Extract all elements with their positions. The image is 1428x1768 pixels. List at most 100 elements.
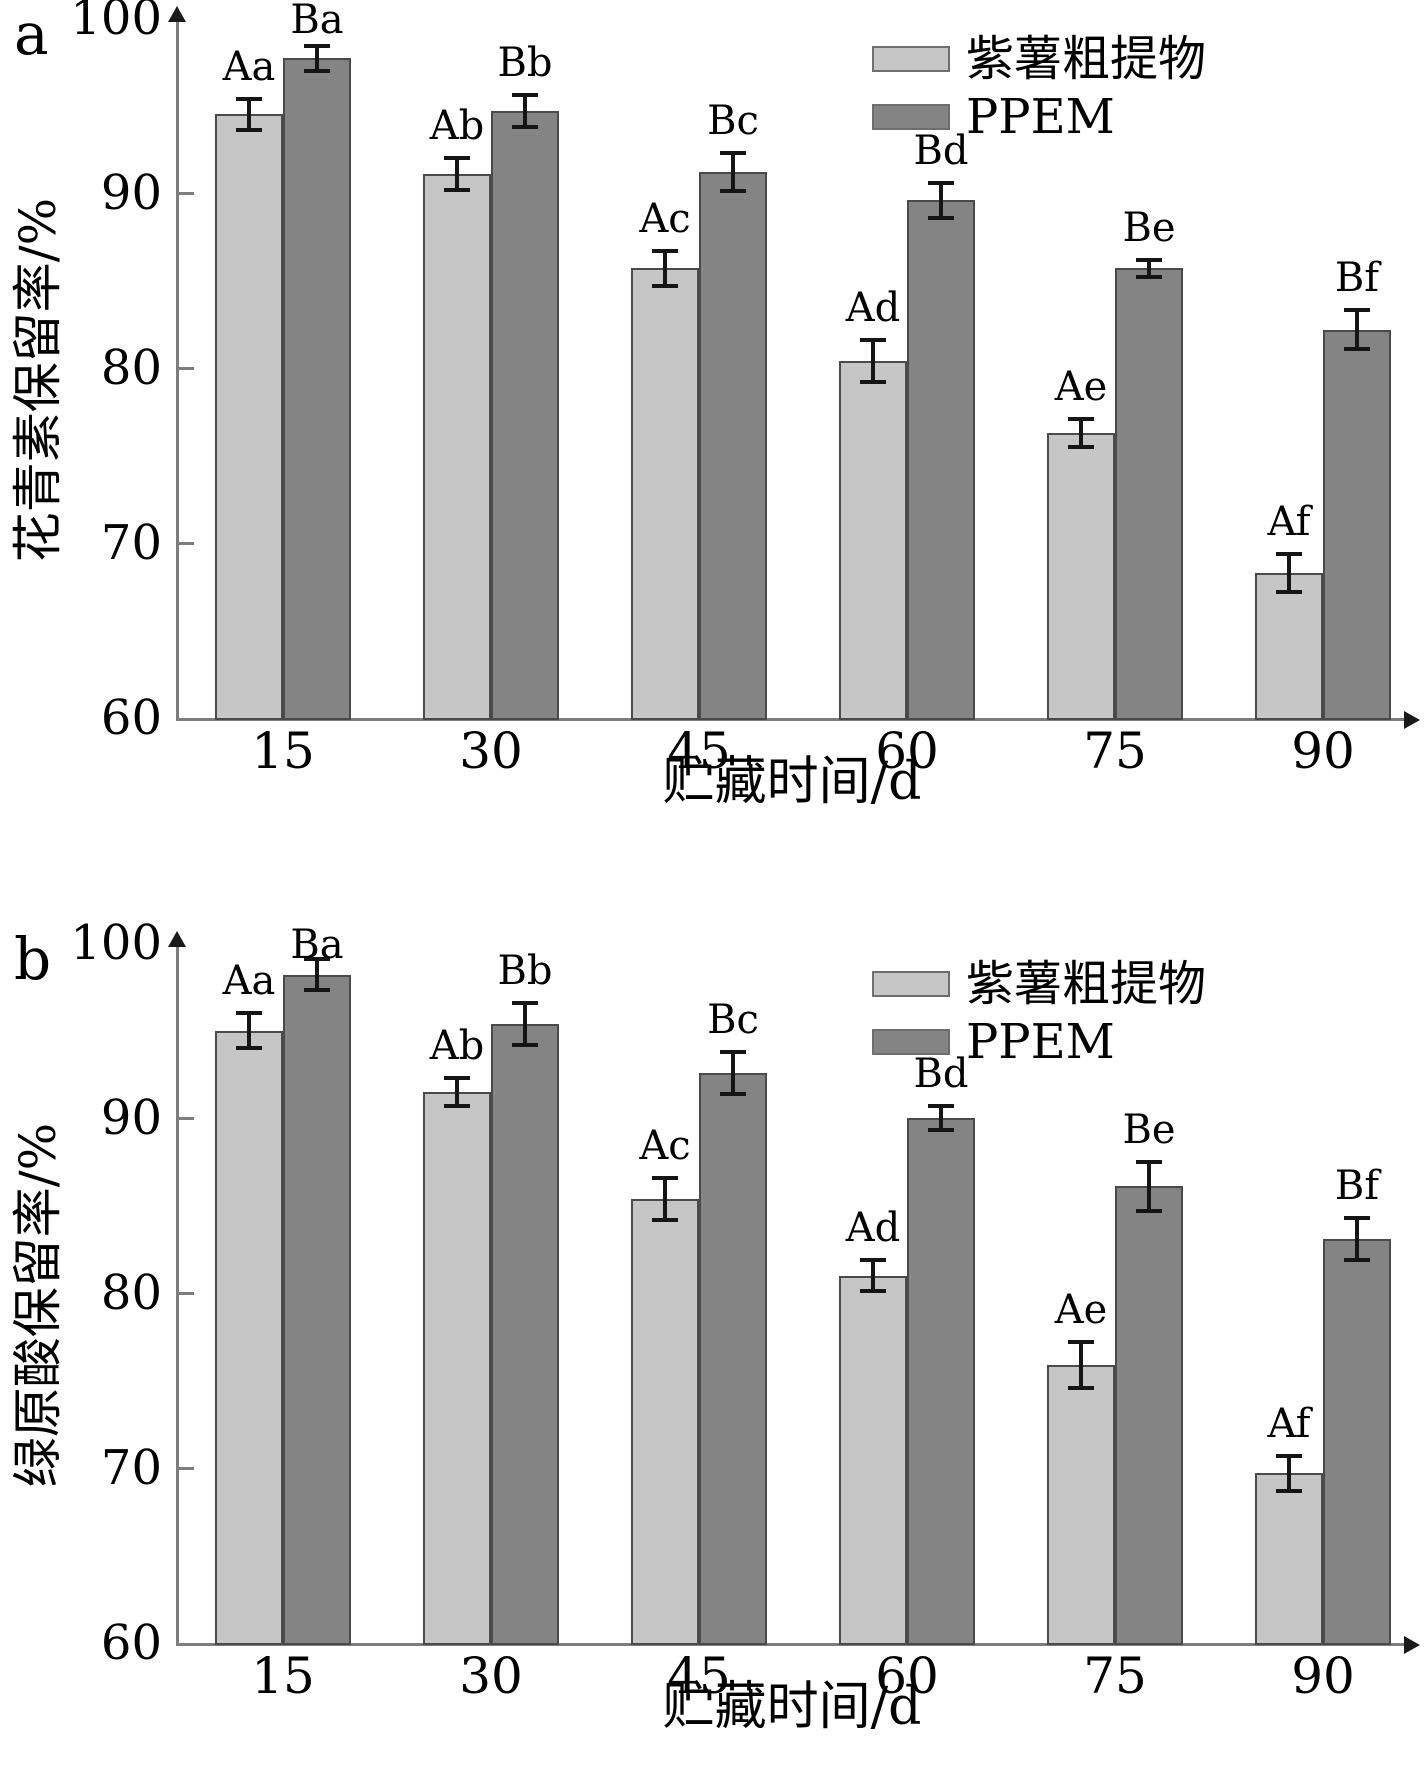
error-bar-cap-top	[304, 956, 330, 961]
error-bar-Aa	[247, 1013, 251, 1048]
error-bar-Bf	[1355, 310, 1359, 349]
error-bar-cap-top	[928, 180, 954, 185]
stat-label-Aa: Aa	[222, 958, 276, 1004]
panel-a: a 花青素保留率/% 100 90 80 70 60 Aa Ba 15 Ab Bb 30 Ac Bc 45…	[9, 0, 1420, 812]
error-bar-Bb	[523, 95, 527, 127]
error-bar-Ae	[1079, 418, 1083, 447]
y-tick-label-70: 70	[100, 1440, 162, 1496]
error-bar-Bf	[1355, 1217, 1359, 1260]
error-bar-cap-top	[652, 248, 678, 253]
error-bar-cap-bottom	[1276, 590, 1302, 594]
y-tick-label-80: 80	[100, 1265, 162, 1321]
y-axis	[176, 941, 179, 1645]
bar-Ba	[283, 58, 351, 720]
legend-row-crude-extract: 紫薯粗提物	[872, 955, 1206, 1013]
error-bar-cap-bottom	[1136, 275, 1162, 279]
bar-Be	[1115, 1186, 1183, 1645]
x-tick-label-45: 45	[667, 1647, 731, 1705]
x-tick-label-90: 90	[1291, 722, 1355, 780]
x-axis	[176, 718, 1406, 721]
error-bar-cap-bottom	[304, 988, 330, 993]
bar-Af	[1255, 572, 1323, 720]
error-bar-Bd	[939, 1105, 943, 1131]
bar-Ad	[839, 361, 907, 720]
stat-label-Bb: Bb	[497, 947, 553, 994]
error-bar-Ae	[1079, 1342, 1083, 1388]
error-bar-Bc	[731, 1051, 735, 1094]
error-bar-cap-bottom	[928, 1128, 954, 1133]
x-tick-label-45: 45	[667, 722, 731, 780]
x-tick-label-15: 15	[251, 722, 315, 780]
x-tick-label-60: 60	[875, 1647, 939, 1705]
stat-label-Ba: Ba	[290, 922, 344, 968]
y-tick-label-80: 80	[100, 340, 162, 396]
error-bar-cap-top	[1276, 1453, 1302, 1458]
error-bar-cap-bottom	[444, 187, 470, 192]
bar-Ac	[631, 1198, 699, 1645]
legend-row-crude-extract: 紫薯粗提物	[872, 30, 1206, 88]
stat-label-Bc: Bc	[707, 996, 759, 1043]
stat-label-Bd: Bd	[913, 1050, 969, 1097]
stat-label-Ad: Ad	[845, 1204, 901, 1251]
error-bar-cap-top	[720, 150, 746, 155]
error-bar-cap-bottom	[512, 124, 538, 129]
error-bar-cap-top	[236, 96, 262, 101]
y-tick-80	[179, 1292, 194, 1295]
error-bar-Be	[1147, 1161, 1151, 1211]
x-tick-label-60: 60	[875, 722, 939, 780]
x-tick-label-75: 75	[1083, 1647, 1147, 1705]
error-bar-Af	[1287, 1455, 1291, 1491]
stat-label-Ab: Ab	[429, 103, 485, 149]
error-bar-cap-top	[1068, 1340, 1094, 1344]
y-tick-label-60: 60	[100, 1615, 162, 1671]
bar-Bc	[699, 172, 767, 720]
stat-label-Ae: Ae	[1054, 1287, 1108, 1333]
bar-Bf	[1323, 329, 1391, 720]
error-bar-cap-bottom	[1276, 1488, 1302, 1493]
error-bar-Bd	[939, 182, 943, 218]
stat-label-Bc: Bc	[707, 97, 759, 144]
error-bar-cap-top	[652, 1175, 678, 1180]
stat-label-Ac: Ac	[639, 1122, 691, 1169]
bar-Bc	[699, 1072, 767, 1645]
stat-label-Be: Be	[1122, 204, 1176, 251]
bar-Af	[1255, 1473, 1323, 1645]
error-bar-cap-bottom	[860, 380, 886, 384]
y-tick-label-60: 60	[100, 690, 162, 746]
error-bar-cap-top	[304, 44, 330, 48]
panel-b: b 绿原酸保留率/% 100 90 80 70 60 Aa Ba 15 Ab Bb 30 Ac Bc 45…	[0, 916, 1428, 1768]
error-bar-cap-bottom	[1068, 1385, 1094, 1390]
panel-a-x-axis-title: 贮藏时间/d	[662, 752, 922, 812]
error-bar-cap-bottom	[236, 1046, 262, 1050]
y-tick-90	[179, 1117, 194, 1120]
error-bar-cap-bottom	[236, 128, 262, 132]
error-bar-cap-bottom	[304, 68, 330, 73]
error-bar-cap-bottom	[860, 1289, 886, 1294]
error-bar-Ab	[455, 158, 459, 190]
bar-Ac	[631, 268, 699, 720]
y-tick-80	[179, 367, 194, 370]
panel-a-letter: a	[14, 0, 49, 68]
bar-Bb	[491, 1023, 559, 1645]
y-tick-label-100: 100	[70, 915, 162, 971]
error-bar-Ab	[455, 1077, 459, 1106]
stat-label-Ae: Ae	[1054, 363, 1108, 410]
crude-extract-label: 紫薯粗提物	[966, 31, 1207, 87]
bar-Aa	[215, 1030, 283, 1645]
x-tick-label-75: 75	[1083, 722, 1147, 780]
error-bar-cap-bottom	[1344, 346, 1370, 351]
error-bar-Be	[1147, 259, 1151, 277]
error-bar-cap-top	[720, 1049, 746, 1054]
bar-Ba	[283, 974, 351, 1645]
error-bar-cap-top	[444, 1075, 470, 1080]
bar-Ab	[423, 173, 491, 720]
bar-Be	[1115, 268, 1183, 720]
stat-label-Bf: Bf	[1334, 1162, 1380, 1209]
y-tick-70	[179, 1467, 194, 1470]
error-bar-cap-bottom	[720, 189, 746, 194]
error-bar-Bb	[523, 1002, 527, 1045]
error-bar-cap-top	[512, 1000, 538, 1005]
error-bar-Ba	[315, 46, 319, 71]
x-tick-label-15: 15	[251, 1647, 315, 1705]
y-axis	[176, 16, 179, 720]
